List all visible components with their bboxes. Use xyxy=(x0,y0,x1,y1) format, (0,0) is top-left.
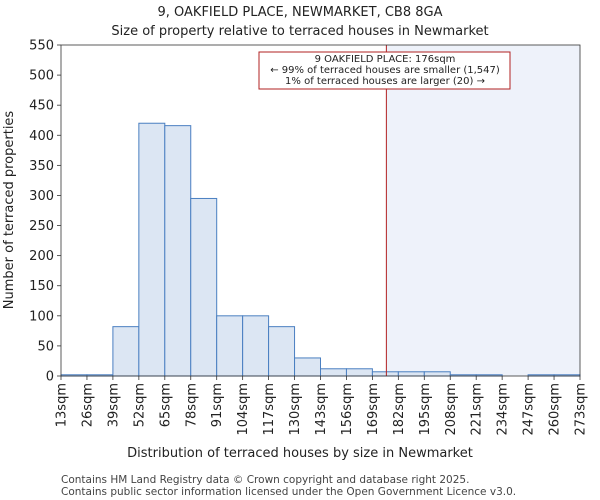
y-tick-label: 0 xyxy=(46,370,54,385)
y-tick-label: 550 xyxy=(29,39,54,54)
y-tick-label: 350 xyxy=(29,159,54,174)
x-tick-label-156sqm: 156sqm xyxy=(340,383,355,436)
bar-104sqm xyxy=(242,315,270,377)
y-tick-label: 450 xyxy=(29,99,54,114)
annotation-line2: ← 99% of terraced houses are smaller (1,… xyxy=(270,65,500,76)
bar-143sqm xyxy=(320,368,347,377)
y-axis-title: Number of terraced properties xyxy=(2,111,17,310)
x-tick-label-52sqm: 52sqm xyxy=(132,383,147,427)
x-tick-label-78sqm: 78sqm xyxy=(184,383,199,427)
annotation-line1: 9 OAKFIELD PLACE: 176sqm xyxy=(315,54,456,65)
x-tick-label-234sqm: 234sqm xyxy=(496,383,511,436)
chart-subtitle: Size of property relative to terraced ho… xyxy=(111,24,488,39)
x-tick-label-130sqm: 130sqm xyxy=(288,383,303,436)
bar-91sqm xyxy=(216,315,244,377)
y-tick-label: 300 xyxy=(29,189,54,204)
x-tick-label-208sqm: 208sqm xyxy=(444,383,459,436)
x-tick-label-117sqm: 117sqm xyxy=(262,383,277,436)
bar-52sqm xyxy=(138,122,166,377)
footer-line1: Contains HM Land Registry data © Crown c… xyxy=(61,474,469,486)
y-tick-label: 250 xyxy=(29,219,54,234)
bar-169sqm xyxy=(371,371,399,377)
bar-65sqm xyxy=(164,125,192,377)
annotation-line3: 1% of terraced houses are larger (20) → xyxy=(285,76,485,87)
bar-78sqm xyxy=(190,197,218,377)
x-tick-label-143sqm: 143sqm xyxy=(314,383,329,436)
x-tick-label-195sqm: 195sqm xyxy=(418,383,433,436)
y-tick-label: 50 xyxy=(37,339,54,354)
y-tick-label: 200 xyxy=(29,249,54,264)
x-tick-label-221sqm: 221sqm xyxy=(470,383,485,436)
bar-182sqm xyxy=(397,371,425,377)
bar-117sqm xyxy=(268,326,296,377)
chart-title: 9, OAKFIELD PLACE, NEWMARKET, CB8 8GA xyxy=(158,5,443,20)
bar-130sqm xyxy=(294,357,321,377)
bar-195sqm xyxy=(423,371,451,377)
y-tick-label: 500 xyxy=(29,69,54,84)
larger-properties-region xyxy=(386,45,580,376)
annotation: 9 OAKFIELD PLACE: 176sqm ← 99% of terrac… xyxy=(258,51,511,90)
x-tick-label-247sqm: 247sqm xyxy=(522,383,537,436)
y-tick-label: 100 xyxy=(29,309,54,324)
x-tick-label-65sqm: 65sqm xyxy=(158,383,173,427)
x-tick-label-104sqm: 104sqm xyxy=(236,383,251,436)
bars xyxy=(60,122,581,377)
x-tick-label-260sqm: 260sqm xyxy=(548,383,563,436)
bar-156sqm xyxy=(345,368,373,377)
x-axis-title: Distribution of terraced houses by size … xyxy=(127,446,473,461)
x-tick-label-39sqm: 39sqm xyxy=(106,383,121,427)
x-tick-label-13sqm: 13sqm xyxy=(55,383,70,427)
x-tick-label-91sqm: 91sqm xyxy=(210,383,225,427)
y-axis: 0 50 100 150 200 250 300 350 400 450 500 550 xyxy=(29,39,61,385)
y-tick-label: 150 xyxy=(29,279,54,294)
x-tick-label-273sqm: 273sqm xyxy=(574,383,589,436)
x-axis: 13sqm 26sqm 39sqm 52sqm 65sqm 78sqm 91sqm 104sq… xyxy=(55,376,589,436)
x-tick-label-26sqm: 26sqm xyxy=(80,383,95,427)
x-tick-label-182sqm: 182sqm xyxy=(392,383,407,436)
x-tick-label-169sqm: 169sqm xyxy=(366,383,381,436)
bar-39sqm xyxy=(112,326,140,377)
y-tick-label: 400 xyxy=(29,129,54,144)
annotation-box xyxy=(258,51,511,90)
footer-line2: Contains public sector information licen… xyxy=(61,486,516,498)
